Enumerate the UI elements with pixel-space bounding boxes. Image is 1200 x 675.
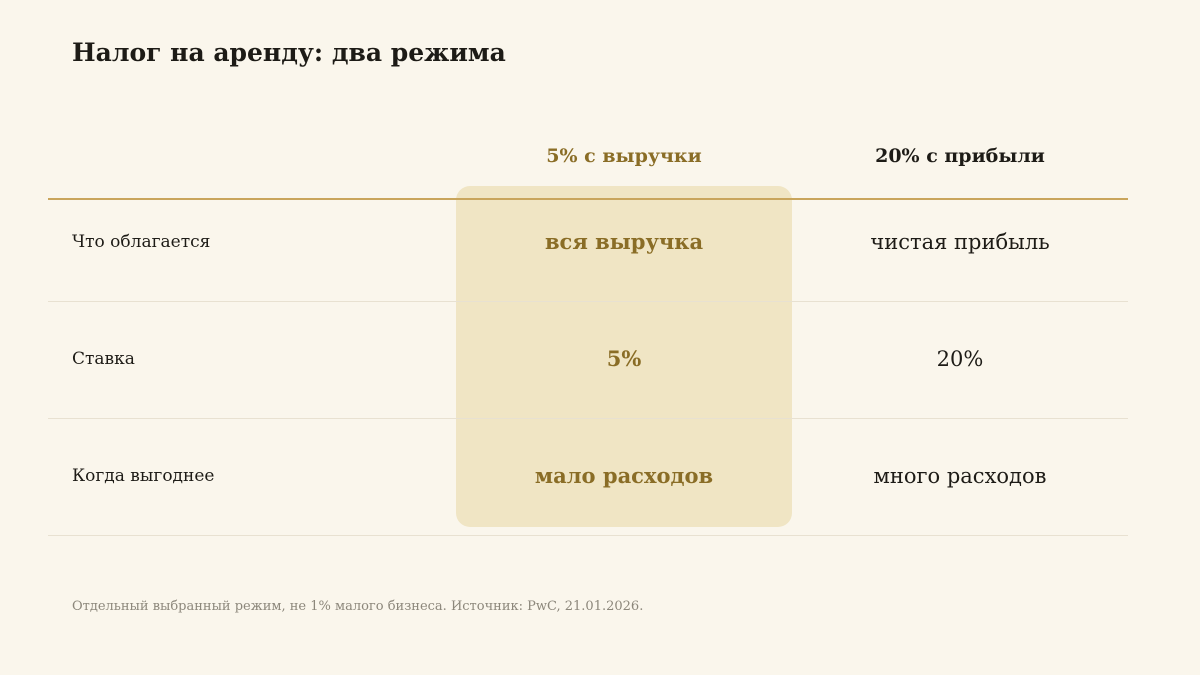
footnote-source: Отдельный выбранный режим, не 1% малого … (72, 599, 644, 614)
page-title: Налог на аренду: два режима (72, 38, 506, 67)
cell-rate-profit: 20% (936, 347, 984, 371)
cell-rate-revenue: 5% (606, 346, 642, 371)
row-divider (48, 535, 1128, 536)
row-label-when-better: Когда выгоднее (72, 466, 215, 486)
highlighted-column-background (456, 186, 792, 527)
cell-when-better-profit: много расходов (873, 464, 1047, 488)
cell-when-better-revenue: мало расходов (534, 463, 714, 488)
column-header-profit: 20% с прибыли (875, 145, 1045, 167)
row-divider (48, 418, 1128, 419)
row-label-taxable-base: Что облагается (72, 232, 211, 252)
row-divider (48, 301, 1128, 302)
header-divider (48, 198, 1128, 200)
row-label-rate: Ставка (72, 349, 135, 369)
column-header-revenue: 5% с выручки (546, 145, 702, 167)
cell-taxable-base-revenue: вся выручка (544, 229, 704, 254)
cell-taxable-base-profit: чистая прибыль (870, 230, 1050, 254)
